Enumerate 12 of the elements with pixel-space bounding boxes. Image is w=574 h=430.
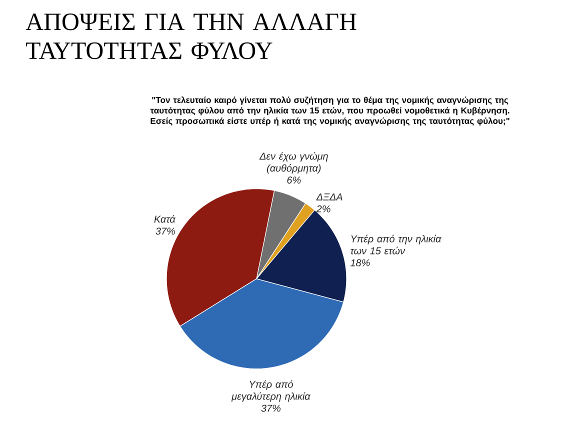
data-label: 6% [287, 176, 301, 184]
slice-label: ΔΞΔΑ [316, 193, 342, 200]
data-label: 37% [261, 404, 281, 412]
chart-subtitle: "Τον τελευταίο καιρό γίνεται πολύ συζήτηση για το θέμα της νομικής αναγνώρισης της ταυτότητας φύλου από την ηλικία των 15 ετών, που προωθεί νομοθετικά η Κυβέρνηση. Εσείς προσωπικά είστε υπέρ ή κατά της νομικής αναγνώρισης της ταυτότητας φύλου;" [150, 96, 510, 126]
chart-title: ΑΠΟΨΕΙΣ ΓΙΑ ΤΗΝ ΑΛΛΑΓΗ ΤΑΥΤΟΤΗΤΑΣ ΦΥΛΟΥ [26, 14, 356, 60]
data-label: 2% [316, 205, 330, 212]
slice-label: Υπέρ από μεγαλύτερη ηλικία [231, 380, 311, 402]
slice-label: Υπέρ από την ηλικία των 15 ετών [350, 234, 442, 254]
data-label: 18% [350, 259, 370, 266]
slice-label: Δεν έχω γνώμη (αυθόρμητα) [259, 152, 328, 174]
slice-label: Κατά [154, 215, 176, 223]
data-label: 37% [156, 228, 175, 235]
